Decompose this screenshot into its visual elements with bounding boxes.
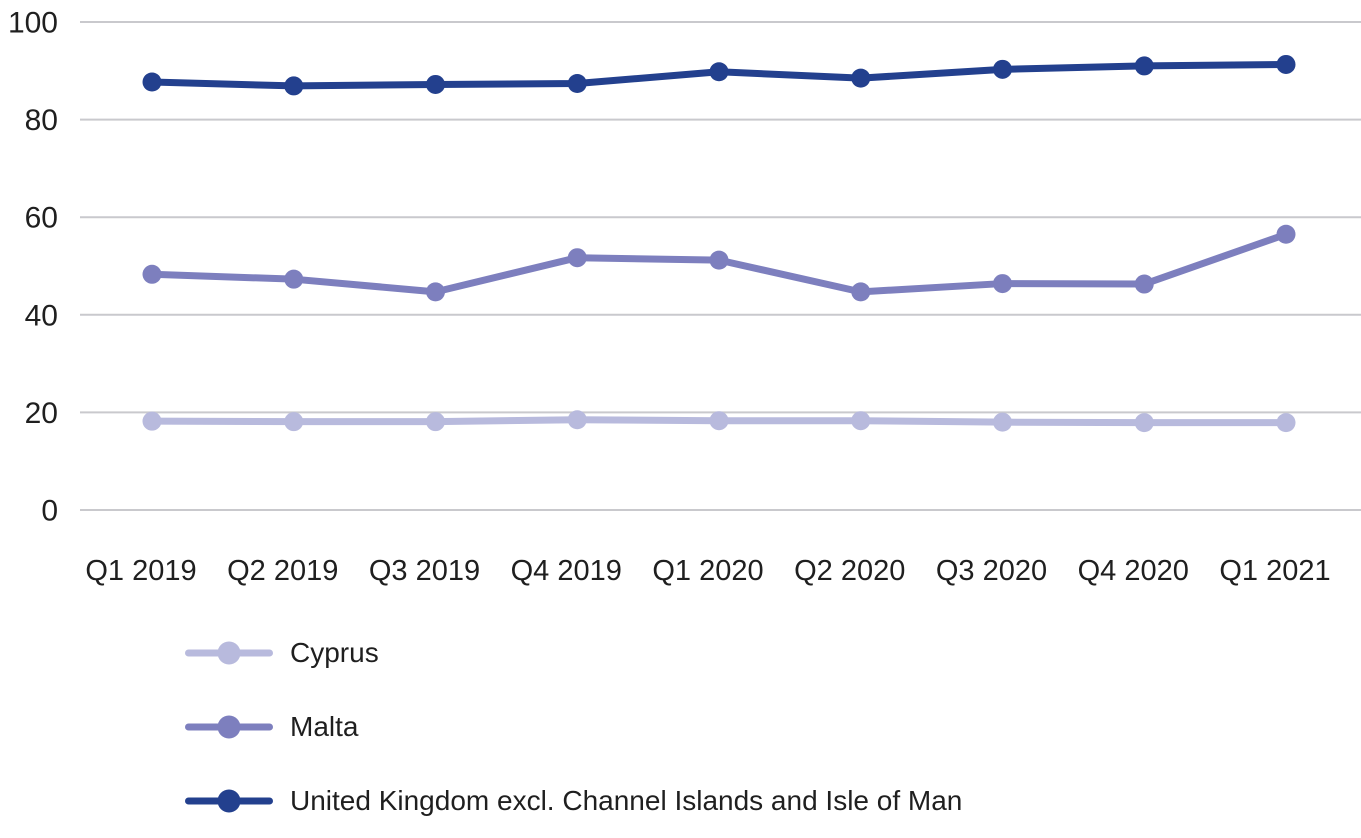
data-point-series0-2 xyxy=(426,412,445,432)
data-point-series0-6 xyxy=(993,412,1012,432)
chart-legend: Cyprus Malta United Kingdom excl. Channe… xyxy=(185,616,962,838)
data-point-series0-1 xyxy=(284,412,304,432)
data-point-series0-5 xyxy=(851,411,871,431)
data-point-series2-4 xyxy=(709,62,729,82)
legend-label-cyprus: Cyprus xyxy=(290,637,379,668)
data-point-series0-3 xyxy=(567,410,587,430)
x-tick-label-q2-2019: Q2 2019 xyxy=(227,555,338,587)
data-point-series2-8 xyxy=(1276,54,1296,74)
legend-item-united-kingdom: United Kingdom excl. Channel Islands and… xyxy=(185,764,962,838)
data-point-series1-3 xyxy=(567,248,587,268)
data-point-series1-2 xyxy=(426,282,445,302)
y-tick-label-40: 40 xyxy=(25,299,58,332)
data-point-series1-6 xyxy=(993,274,1012,294)
x-tick-label-q2-2020: Q2 2020 xyxy=(794,555,905,587)
legend-label-united-kingdom: United Kingdom excl. Channel Islands and… xyxy=(290,785,963,816)
x-tick-label-q3-2020: Q3 2020 xyxy=(936,555,1047,587)
data-point-series2-7 xyxy=(1134,56,1154,76)
legend-label-malta: Malta xyxy=(290,711,359,742)
y-tick-label-100: 100 xyxy=(8,7,58,40)
data-point-series1-0 xyxy=(142,264,162,284)
data-point-series1-7 xyxy=(1134,274,1154,294)
data-point-series0-0 xyxy=(142,411,162,431)
data-point-series1-5 xyxy=(851,282,871,302)
line-chart: 0 20 40 60 80 100 Q1 2019 Q2 2019 Q3 2019 Q4 2019… xyxy=(8,7,1361,587)
data-point-series2-3 xyxy=(567,73,587,93)
x-tick-label-q4-2019: Q4 2019 xyxy=(511,555,622,587)
data-point-series0-8 xyxy=(1276,413,1296,433)
data-point-series1-8 xyxy=(1276,224,1296,244)
data-point-series1-4 xyxy=(709,250,729,270)
data-point-series0-4 xyxy=(709,411,729,431)
legend-marker-united-kingdom-icon xyxy=(185,788,273,814)
legend-marker-malta-icon xyxy=(185,714,273,740)
data-point-series2-6 xyxy=(993,59,1012,79)
data-point-series2-5 xyxy=(851,68,871,88)
data-point-series0-7 xyxy=(1134,413,1154,433)
x-tick-label-q1-2019: Q1 2019 xyxy=(85,555,196,587)
y-tick-label-0: 0 xyxy=(41,495,58,528)
x-tick-label-q1-2020: Q1 2020 xyxy=(652,555,763,587)
legend-marker-cyprus-icon xyxy=(185,640,273,666)
x-tick-label-q3-2019: Q3 2019 xyxy=(369,555,480,587)
legend-item-cyprus: Cyprus xyxy=(185,616,962,690)
data-point-series1-1 xyxy=(284,269,304,289)
data-point-series2-1 xyxy=(284,76,304,96)
data-point-series2-0 xyxy=(142,72,162,92)
y-tick-label-60: 60 xyxy=(25,202,58,235)
y-tick-label-80: 80 xyxy=(25,104,58,137)
x-tick-label-q1-2021: Q1 2021 xyxy=(1219,555,1330,587)
legend-item-malta: Malta xyxy=(185,690,962,764)
data-point-series2-2 xyxy=(426,74,445,94)
x-tick-label-q4-2020: Q4 2020 xyxy=(1078,555,1189,587)
y-tick-label-20: 20 xyxy=(25,397,58,430)
